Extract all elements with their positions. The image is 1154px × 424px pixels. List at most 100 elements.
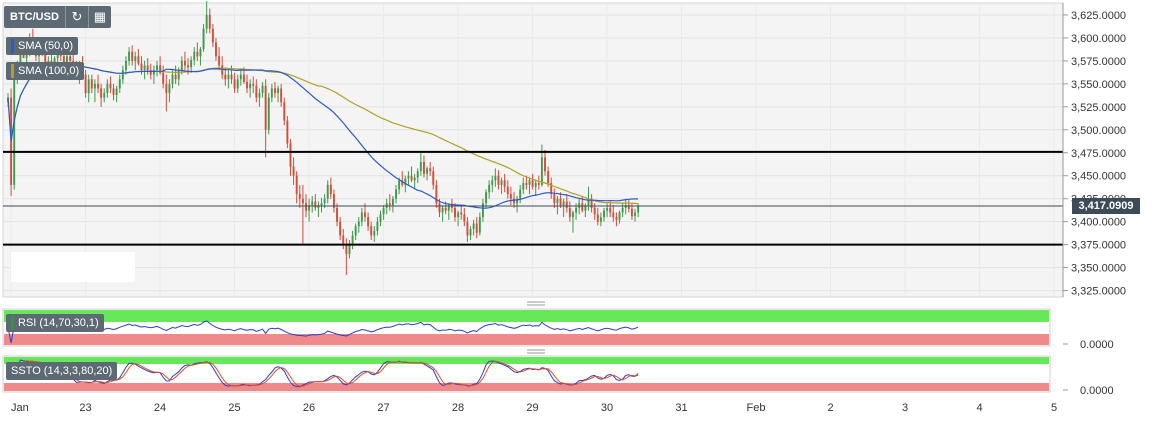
blank-box <box>11 252 135 282</box>
candle-body <box>565 201 568 208</box>
candle-body <box>286 120 289 144</box>
candle-body <box>66 56 68 66</box>
candle-body <box>273 88 276 94</box>
candle-body <box>149 70 152 75</box>
candle-body <box>317 205 320 208</box>
sma100-text: SMA (100,0) <box>18 65 80 77</box>
candle-body <box>242 74 245 83</box>
candle-body <box>367 217 370 227</box>
x-tick-label: 4 <box>976 402 982 414</box>
candle-body <box>246 82 248 89</box>
candle-body <box>280 88 283 103</box>
x-tick-label: 31 <box>675 402 687 414</box>
candle-body <box>249 83 252 89</box>
x-tick-label: 25 <box>228 402 240 414</box>
candle-body <box>516 198 519 204</box>
candle-body <box>494 175 497 181</box>
rsi-oversold-zone <box>4 334 1049 345</box>
sma50-label[interactable]: SMA (50,0) <box>6 37 79 55</box>
candle-body <box>606 207 609 211</box>
candle-body <box>311 201 314 206</box>
candle-body <box>568 207 571 218</box>
candle-body <box>84 74 87 94</box>
candle-body <box>267 97 270 130</box>
sma100-label[interactable]: SMA (100,0) <box>6 62 85 80</box>
candle-body <box>137 56 140 64</box>
y-tick-label: 3,550.0000 <box>1071 79 1126 91</box>
candle-body <box>118 79 121 89</box>
candle-body <box>553 194 556 204</box>
x-tick-label: 23 <box>79 402 91 414</box>
y-tick-label: 3,600.0000 <box>1071 33 1126 45</box>
candle-body <box>236 79 239 89</box>
candle-body <box>97 83 99 89</box>
candle-body <box>612 212 615 218</box>
candle-body <box>180 60 183 71</box>
candle-body <box>534 183 537 187</box>
x-tick-label: Feb <box>747 402 766 414</box>
candle-body <box>416 171 419 178</box>
candle-body <box>438 203 441 213</box>
candle-body <box>227 74 230 80</box>
symbol-label[interactable]: BTC/USD <box>10 11 59 23</box>
candle-body <box>404 178 407 185</box>
candle-body <box>258 93 261 98</box>
candle-body <box>547 171 550 184</box>
candle-body <box>550 183 553 195</box>
candle-body <box>466 221 469 236</box>
sma50-line <box>7 64 639 209</box>
candle-body <box>398 180 401 190</box>
candle-body <box>174 74 177 80</box>
candle-body <box>345 244 348 254</box>
candle-body <box>326 184 329 199</box>
candle-body <box>298 194 301 199</box>
sma50-swatch <box>11 39 14 54</box>
candle-body <box>540 157 543 185</box>
axes: 3,625.0000 3,600.0000 3,575.0000 3,550.0000… <box>11 3 1126 414</box>
candle-body <box>323 198 326 204</box>
x-tick-label: 3 <box>902 402 908 414</box>
candle-body <box>62 56 65 66</box>
y-tick-label: 3,400.0000 <box>1071 217 1126 229</box>
candle-body <box>429 168 432 172</box>
candle-body <box>283 102 286 121</box>
candle-body <box>562 201 565 206</box>
candle-body <box>90 79 93 89</box>
y-tick-label: 3,500.0000 <box>1071 125 1126 137</box>
candle-body <box>162 72 165 84</box>
candle-body <box>156 65 158 71</box>
candle-body <box>575 207 578 213</box>
candle-body <box>339 221 342 236</box>
candle-body <box>193 51 196 60</box>
candle-body <box>609 207 612 213</box>
candle-body <box>140 63 143 71</box>
calendar-icon[interactable]: ▦ <box>87 6 111 28</box>
candle-body <box>44 51 47 71</box>
symbol-toolbar: BTC/USD ↻ ▦ <box>4 6 111 28</box>
sma50-text: SMA (50,0) <box>18 40 74 52</box>
candle-body <box>559 198 562 206</box>
candle-body <box>419 161 422 172</box>
candle-body <box>308 205 311 211</box>
x-tick-label: 26 <box>303 402 315 414</box>
candle-body <box>509 194 512 199</box>
candle-body <box>410 175 413 181</box>
rsi-axis-label: 0.0000 <box>1080 339 1114 351</box>
candle-body <box>103 93 106 98</box>
candle-body <box>289 143 292 167</box>
x-tick-label: 5 <box>1051 402 1057 414</box>
candle-body <box>519 189 522 199</box>
candle-body <box>87 79 90 94</box>
ssto-overbought-zone <box>4 357 1049 364</box>
candle-body <box>109 83 112 89</box>
candle-body <box>544 157 546 172</box>
rsi-label[interactable]: RSI (14,70,30,1) <box>6 314 104 332</box>
candle-body <box>152 70 155 75</box>
candle-body <box>630 208 633 217</box>
candle-body <box>488 184 491 193</box>
ssto-label[interactable]: SSTO (14,3,3,80,20) <box>6 362 118 380</box>
refresh-icon[interactable]: ↻ <box>64 6 88 28</box>
candle-body <box>590 198 593 208</box>
y-tick-label: 3,575.0000 <box>1071 56 1126 68</box>
